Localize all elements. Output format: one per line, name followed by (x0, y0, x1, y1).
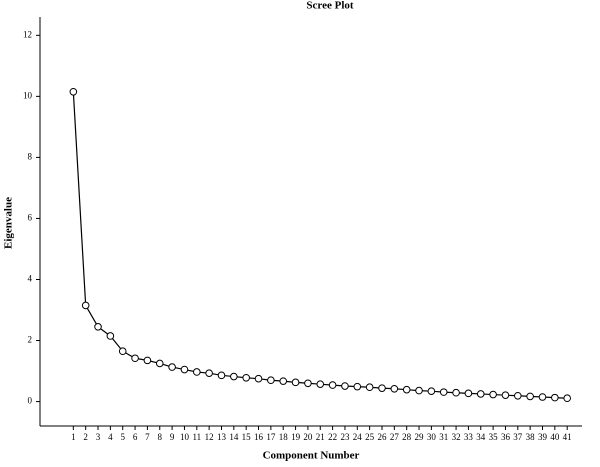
x-tick-label: 28 (402, 432, 412, 442)
point-marker (168, 363, 176, 371)
x-tick-label: 22 (328, 432, 337, 442)
point-marker (452, 388, 460, 397)
point-marker (230, 372, 238, 381)
point-marker (118, 347, 127, 356)
point-marker (316, 380, 325, 388)
point-marker (513, 391, 522, 400)
x-tick-label: 19 (291, 432, 301, 442)
point-marker (106, 332, 115, 340)
x-tick-label: 21 (316, 432, 325, 442)
point-marker (291, 378, 300, 387)
point-marker (192, 368, 201, 376)
x-tick-label: 41 (563, 432, 572, 442)
point-marker (217, 371, 226, 380)
x-tick-label: 35 (489, 432, 499, 442)
x-tick-label: 2 (83, 432, 88, 442)
point-marker (131, 354, 139, 363)
x-tick-label: 37 (513, 432, 523, 442)
x-tick-label: 25 (365, 432, 375, 442)
x-tick-label: 10 (180, 432, 190, 442)
x-tick-label: 13 (217, 432, 227, 442)
point-marker (378, 384, 386, 392)
point-marker (563, 394, 571, 403)
x-tick-label: 5 (120, 432, 125, 442)
x-axis-label: Component Number (263, 450, 360, 462)
x-tick-label: 36 (501, 432, 511, 442)
x-tick-label: 9 (170, 432, 175, 442)
point-marker (267, 376, 275, 385)
x-tick-label: 4 (108, 432, 113, 442)
point-marker (304, 379, 312, 388)
x-tick-label: 3 (96, 432, 101, 442)
x-tick-label: 24 (353, 432, 363, 442)
x-tick-label: 29 (415, 432, 425, 442)
point-marker (365, 383, 374, 392)
x-tick-label: 32 (452, 432, 461, 442)
y-tick-label: 12 (23, 29, 32, 39)
point-marker (81, 301, 90, 310)
y-tick-label: 8 (28, 151, 33, 161)
x-tick-label: 11 (192, 432, 201, 442)
x-tick-label: 8 (158, 432, 163, 442)
x-tick-label: 39 (538, 432, 548, 442)
point-marker (551, 393, 559, 402)
point-marker (180, 365, 189, 374)
point-marker (476, 390, 485, 398)
x-tick-label: 34 (476, 432, 486, 442)
point-marker (427, 387, 436, 396)
x-tick-label: 26 (377, 432, 387, 442)
x-tick-label: 23 (340, 432, 350, 442)
point-marker (69, 87, 78, 96)
y-tick-label: 6 (28, 213, 33, 223)
point-marker (341, 382, 349, 390)
point-marker (501, 391, 510, 399)
x-tick-label: 38 (526, 432, 536, 442)
point-marker (279, 377, 288, 385)
x-tick-label: 40 (550, 432, 560, 442)
point-marker (489, 390, 497, 399)
y-tick-label: 2 (28, 335, 33, 345)
y-axis-label: Eigenvalue (3, 197, 15, 249)
x-tick-label: 30 (427, 432, 437, 442)
x-tick-label: 17 (266, 432, 276, 442)
point-marker (402, 385, 411, 394)
point-marker (538, 393, 547, 401)
x-tick-label: 18 (279, 432, 289, 442)
y-tick-label: 10 (23, 90, 33, 100)
x-tick-label: 14 (229, 432, 239, 442)
point-marker (328, 381, 337, 389)
x-tick-label: 31 (439, 432, 448, 442)
point-marker (415, 386, 423, 395)
point-marker (353, 382, 362, 391)
series-line (72, 91, 568, 399)
chart-title: Scree Plot (306, 0, 353, 12)
x-tick-label: 20 (303, 432, 313, 442)
point-marker (254, 374, 263, 383)
x-tick-label: 7 (145, 432, 150, 442)
point-marker (526, 392, 534, 401)
x-tick-label: 15 (242, 432, 252, 442)
x-tick-label: 16 (254, 432, 264, 442)
point-marker (205, 369, 213, 377)
point-marker (155, 359, 164, 368)
x-tick-label: 27 (390, 432, 400, 442)
point-marker (464, 389, 473, 398)
y-tick-label: 0 (28, 396, 33, 406)
x-tick-label: 12 (205, 432, 214, 442)
point-marker (439, 388, 448, 396)
point-marker (143, 356, 152, 365)
point-marker (242, 373, 250, 382)
y-tick-label: 4 (28, 274, 33, 284)
x-tick-label: 1 (71, 432, 76, 442)
point-marker (390, 384, 399, 393)
point-marker (94, 323, 102, 331)
x-tick-label: 33 (464, 432, 474, 442)
x-tick-label: 6 (133, 432, 138, 442)
